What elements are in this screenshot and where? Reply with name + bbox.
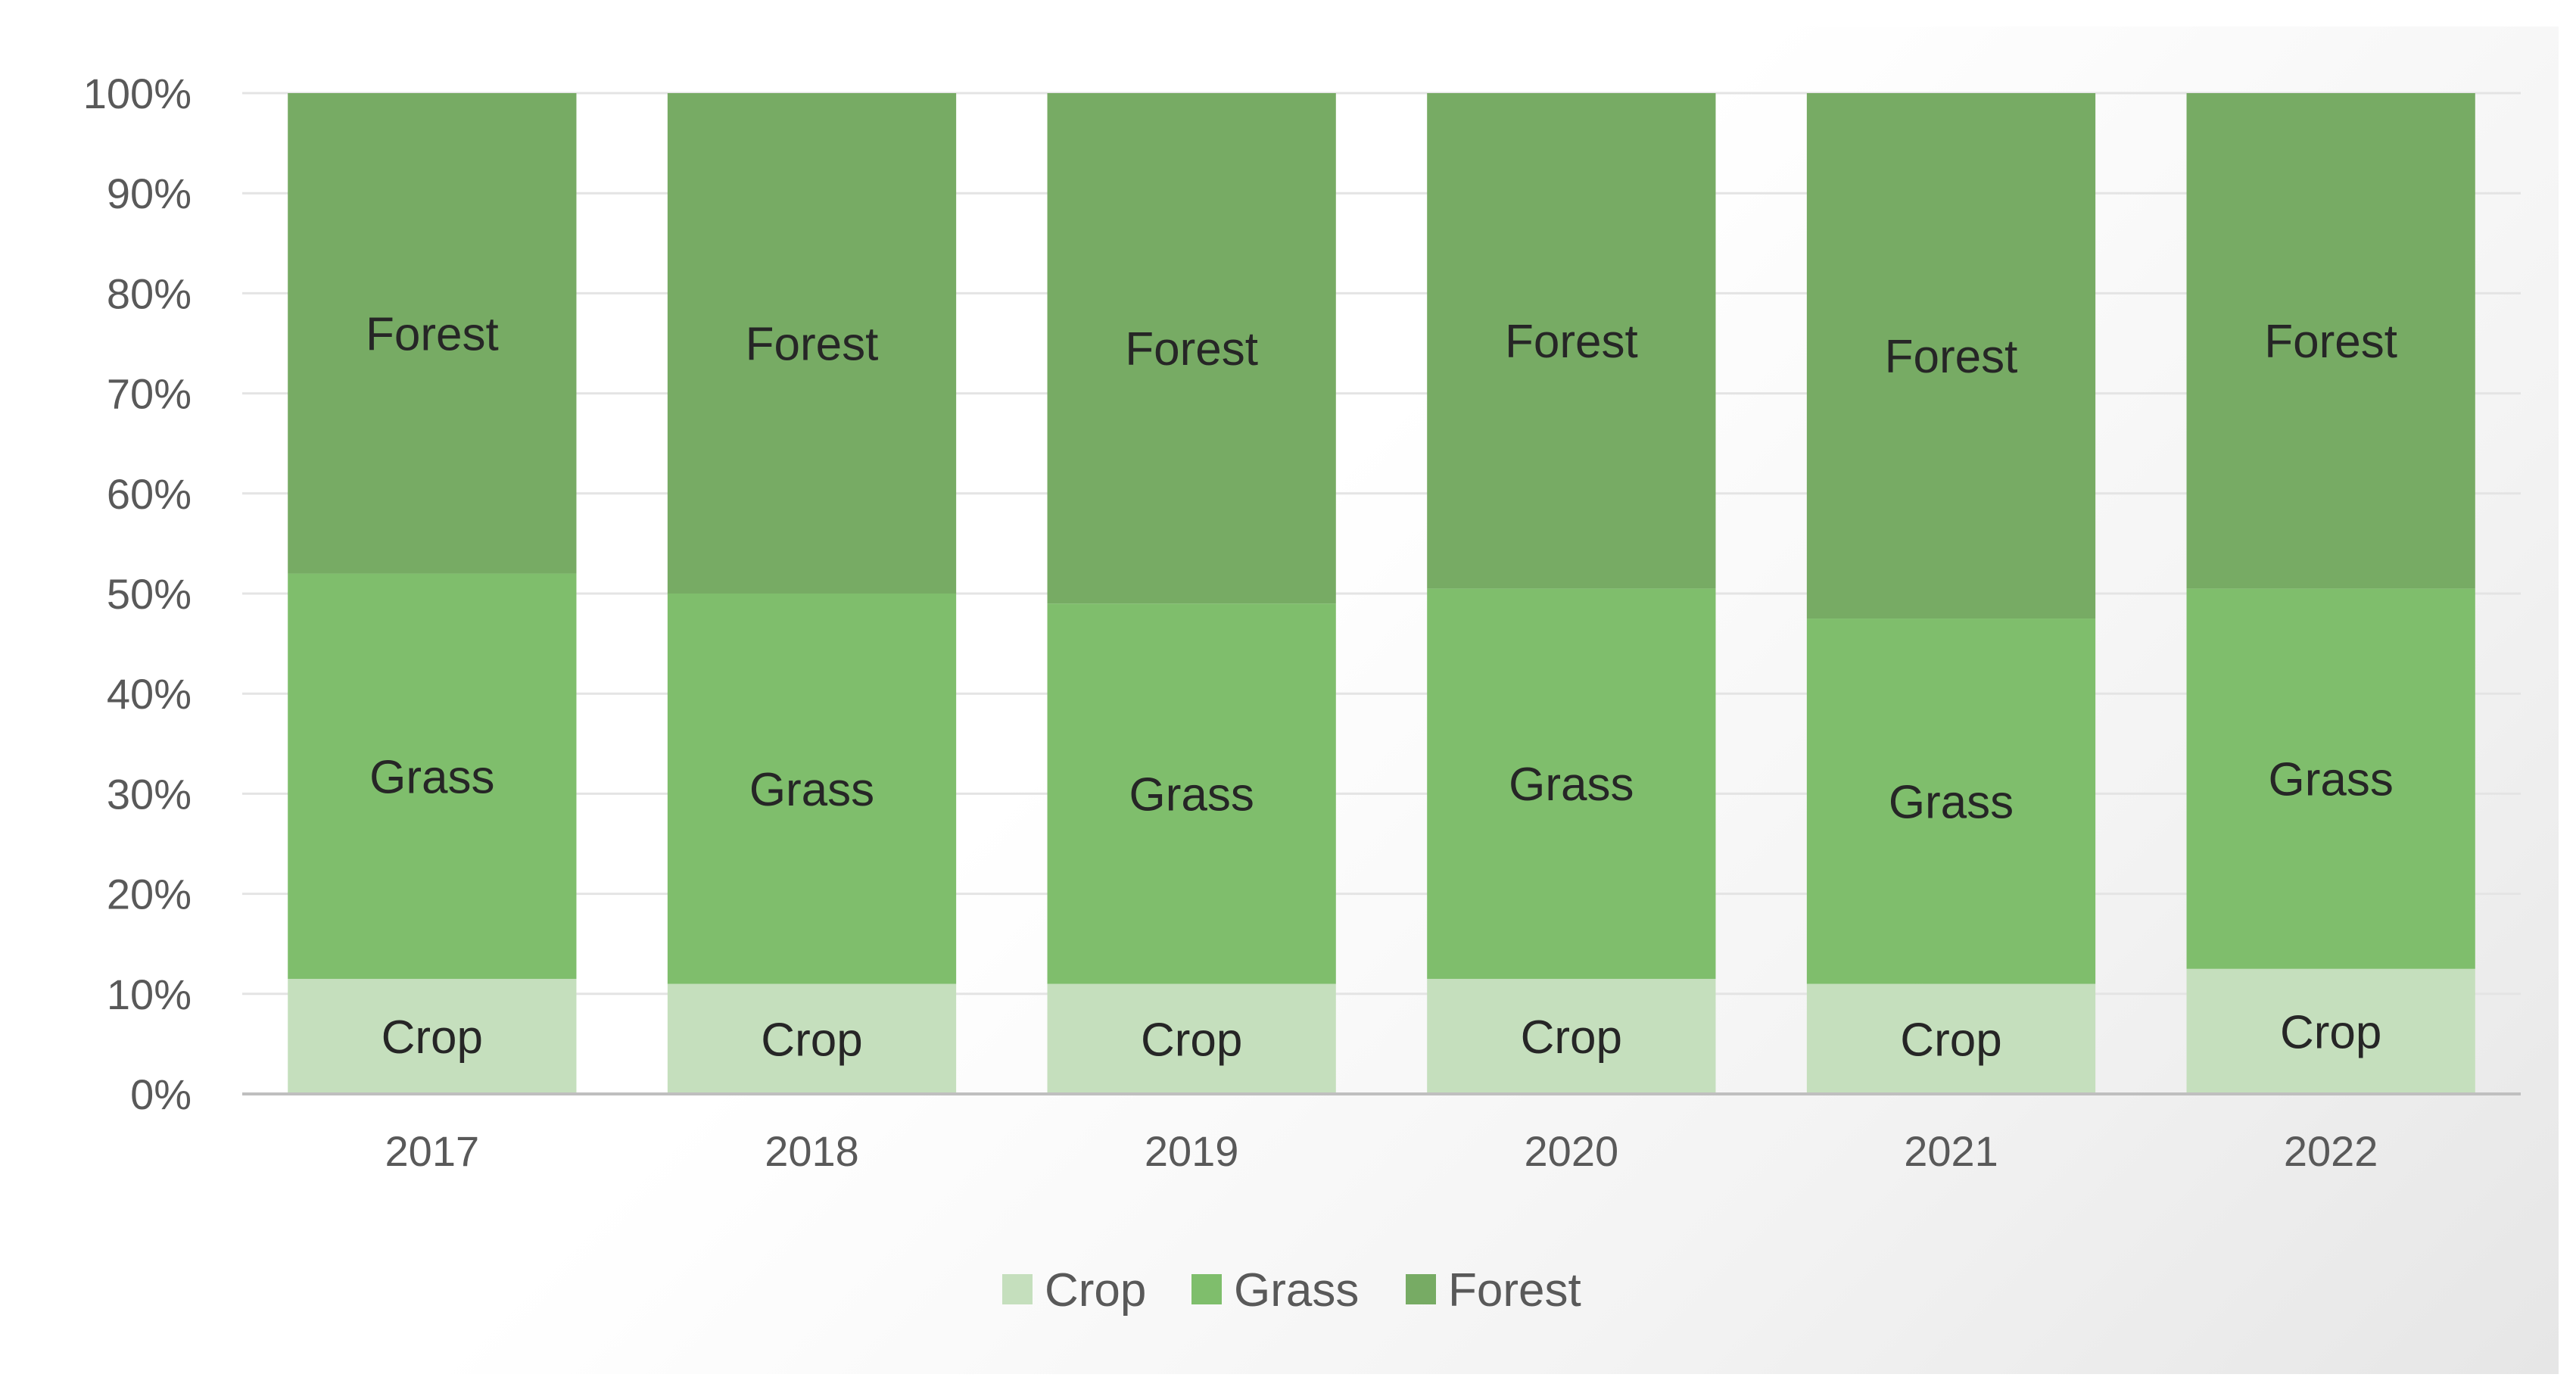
y-tick-label: 100%	[83, 70, 192, 117]
bar-segment-crop	[1427, 978, 1716, 1094]
segment-label: Forest	[1885, 331, 2018, 383]
bar-segment-crop	[1806, 983, 2096, 1094]
bar-segment-grass	[2186, 588, 2475, 969]
legend-swatch-forest	[1406, 1274, 1436, 1304]
segment-label: Crop	[1900, 1014, 2001, 1066]
y-tick-label: 30%	[107, 770, 192, 818]
segment-label: Forest	[1505, 316, 1638, 368]
y-tick-label: 90%	[107, 170, 192, 217]
segment-label: Forest	[1125, 323, 1258, 376]
chart-area: 0% 10% 20% 30% 40% 50% 60% 70% 80% 90% 100% Crop Gra…	[26, 26, 2559, 1374]
y-tick-label: 40%	[107, 670, 192, 718]
stacked-bar-chart: 0% 10% 20% 30% 40% 50% 60% 70% 80% 90% 100% Crop Gra…	[83, 70, 2521, 1317]
y-tick-label: 80%	[107, 270, 192, 317]
x-tick-label: 2018	[765, 1127, 859, 1175]
x-tick-label: 2017	[385, 1127, 480, 1175]
segment-label: Grass	[2268, 754, 2393, 806]
bar-segment-grass	[667, 594, 957, 984]
bar-segment-crop	[288, 978, 577, 1094]
segment-label: Crop	[382, 1011, 483, 1064]
legend-swatch-crop	[1002, 1274, 1033, 1304]
x-tick-label: 2022	[2284, 1127, 2378, 1175]
segment-label: Crop	[1141, 1014, 1242, 1066]
segment-label: Crop	[2280, 1006, 2381, 1058]
bar-segment-grass	[1427, 588, 1716, 979]
bar-segment-forest	[2186, 93, 2475, 589]
y-tick-label: 10%	[107, 971, 192, 1018]
y-tick-label: 70%	[107, 370, 192, 418]
bar-segment-forest	[667, 93, 957, 594]
y-tick-label: 60%	[107, 470, 192, 518]
segment-label: Crop	[1521, 1011, 1622, 1064]
x-tick-label: 2020	[1525, 1127, 1619, 1175]
bar-segment-crop	[2186, 968, 2475, 1094]
bar-segment-grass	[288, 573, 577, 979]
bar-segment-grass	[1047, 603, 1336, 984]
segment-label: Grass	[1509, 759, 1634, 811]
legend-label: Crop	[1045, 1264, 1146, 1317]
legend-label: Forest	[1448, 1264, 1581, 1317]
legend-swatch-grass	[1191, 1274, 1222, 1304]
legend-label: Grass	[1234, 1264, 1359, 1317]
segment-label: Forest	[366, 308, 499, 360]
segment-label: Crop	[761, 1014, 862, 1066]
segment-label: Grass	[369, 751, 494, 803]
segment-label: Grass	[749, 764, 874, 816]
y-tick-label: 0%	[130, 1070, 192, 1118]
segment-label: Forest	[2264, 316, 2397, 368]
x-tick-label: 2021	[1904, 1127, 1998, 1175]
y-tick-label: 50%	[107, 570, 192, 618]
bar-segment-crop	[1047, 983, 1336, 1094]
bar-segment-forest	[1047, 93, 1336, 604]
bar-segment-forest	[288, 93, 577, 574]
segment-label: Grass	[1129, 768, 1254, 821]
bar-segment-forest	[1806, 93, 2096, 619]
segment-label: Forest	[746, 319, 879, 371]
bar-segment-forest	[1427, 93, 1716, 589]
segment-label: Grass	[1889, 776, 2014, 828]
bar-segment-grass	[1806, 619, 2096, 984]
x-tick-label: 2019	[1145, 1127, 1239, 1175]
y-tick-label: 20%	[107, 871, 192, 918]
bar-segment-crop	[667, 983, 957, 1094]
